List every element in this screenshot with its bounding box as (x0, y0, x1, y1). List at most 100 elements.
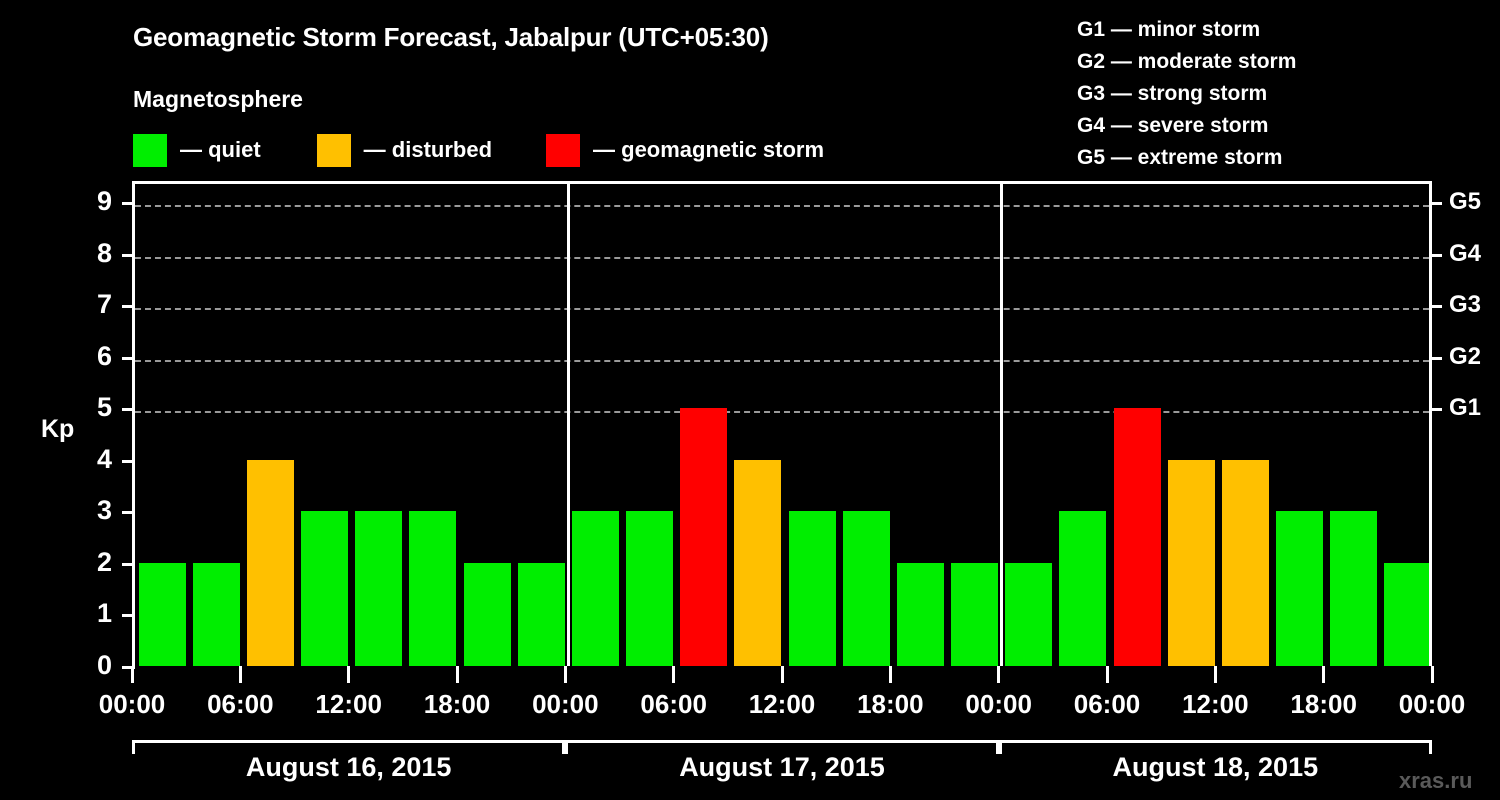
x-tick-9 (1105, 666, 1109, 683)
bar (1113, 408, 1161, 666)
date-label-1: August 17, 2015 (679, 752, 885, 782)
x-tick-label-9: 06:00 (1073, 689, 1141, 719)
x-tick-11 (1322, 666, 1326, 683)
x-tick-4 (563, 666, 567, 683)
y-tick-2 (122, 562, 135, 566)
y-tick-label-0: 0 (96, 650, 112, 680)
g-label-G5: G5 (1449, 188, 1482, 215)
legend-item-disturbed: — disturbed (316, 133, 493, 167)
day-separator (1000, 184, 1004, 666)
legend-label-disturbed: — disturbed (363, 137, 493, 162)
bar (680, 408, 728, 666)
x-tick-label-1: 06:00 (207, 689, 274, 719)
bar (409, 511, 457, 666)
y-tick-8 (122, 253, 135, 257)
bar (192, 562, 240, 666)
date-bracket-2 (998, 740, 1432, 754)
x-tick-label-4: 00:00 (532, 689, 599, 719)
g-tick-G1 (1429, 408, 1442, 412)
x-tick-2 (347, 666, 351, 683)
bar (1276, 511, 1324, 666)
bar (517, 562, 565, 666)
bar (138, 562, 186, 666)
bar (1221, 459, 1269, 666)
legend-swatch-disturbed (316, 133, 351, 167)
y-tick-1 (122, 614, 135, 618)
x-tick-label-2: 12:00 (315, 689, 382, 719)
watermark: xras.ru (1399, 768, 1473, 793)
date-label-2: August 18, 2015 (1112, 752, 1319, 782)
legend-item-storm: — geomagnetic storm (546, 133, 825, 167)
y-tick-label-3: 3 (96, 495, 112, 526)
bar (1330, 511, 1378, 666)
chart-title: Geomagnetic Storm Forecast, Jabalpur (UT… (133, 22, 769, 52)
gridline-kp-8 (135, 256, 1429, 259)
g-tick-G2 (1429, 356, 1442, 360)
legend-label-quiet: — quiet (180, 137, 261, 162)
g-tick-G5 (1429, 202, 1442, 205)
gridline-kp-6 (135, 359, 1429, 362)
legend-swatch-quiet (133, 133, 167, 167)
g-label-G2: G2 (1449, 342, 1482, 370)
bar (951, 562, 999, 666)
bar (626, 511, 674, 666)
x-tick-label-3: 18:00 (423, 689, 491, 719)
x-tick-3 (455, 666, 459, 683)
y-tick-label-5: 5 (96, 392, 112, 423)
y-tick-9 (122, 202, 135, 205)
x-tick-label-7: 18:00 (857, 689, 924, 719)
x-tick-0 (130, 666, 134, 683)
y-tick-label-7: 7 (96, 289, 112, 320)
x-tick-12 (1430, 666, 1434, 683)
gridline-kp-7 (135, 308, 1429, 311)
storm-scale-legend: G1 — minor storm G2 — moderate storm G3 … (1077, 14, 1477, 174)
g-tick-G3 (1429, 305, 1442, 309)
g-tick-G4 (1429, 253, 1442, 257)
bar (301, 511, 349, 666)
plot-area (132, 181, 1432, 666)
y-tick-7 (122, 305, 135, 309)
bar (1059, 511, 1107, 666)
g-label-G1: G1 (1449, 394, 1482, 422)
x-tick-10 (1213, 666, 1217, 683)
x-tick-label-8: 00:00 (965, 689, 1032, 719)
x-tick-label-10: 12:00 (1182, 689, 1249, 719)
y-tick-label-9: 9 (96, 186, 112, 216)
x-tick-label-12: 00:00 (1398, 689, 1466, 719)
legend-label-storm: — geomagnetic storm (593, 137, 825, 162)
bar (734, 459, 782, 666)
bar (896, 562, 944, 666)
bar (571, 511, 619, 666)
x-tick-5 (672, 666, 676, 683)
x-tick-7 (888, 666, 892, 683)
x-tick-label-0: 00:00 (98, 689, 166, 719)
y-tick-6 (122, 356, 135, 360)
day-separator (566, 184, 570, 666)
gridline-kp-5 (135, 411, 1429, 414)
g-label-G4: G4 (1449, 239, 1482, 267)
g-label-G3: G3 (1449, 291, 1482, 319)
y-tick-3 (122, 511, 135, 515)
y-tick-label-2: 2 (96, 546, 112, 577)
storm-scale-item: G3 — strong storm (1077, 82, 1268, 105)
y-tick-label-8: 8 (96, 237, 112, 268)
bar (1384, 562, 1429, 666)
x-tick-label-5: 06:00 (640, 689, 707, 719)
y-tick-label-4: 4 (96, 443, 112, 474)
storm-scale-item: G1 — minor storm (1077, 18, 1261, 41)
magnetosphere-legend: — quiet — disturbed — geomagnetic storm (133, 133, 824, 167)
gridline-kp-9 (135, 205, 1429, 207)
bar (1005, 562, 1053, 666)
bar (246, 459, 294, 666)
y-tick-0 (122, 666, 135, 669)
x-tick-label-11: 18:00 (1290, 689, 1357, 719)
bar (842, 511, 890, 666)
bar (788, 511, 836, 666)
legend-heading: Magnetosphere (133, 86, 303, 112)
storm-scale-item: G4 — severe storm (1077, 114, 1269, 137)
y-tick-5 (122, 408, 135, 412)
bar (1167, 459, 1215, 666)
y-axis-title: Kp (41, 415, 75, 443)
bar (463, 562, 511, 666)
